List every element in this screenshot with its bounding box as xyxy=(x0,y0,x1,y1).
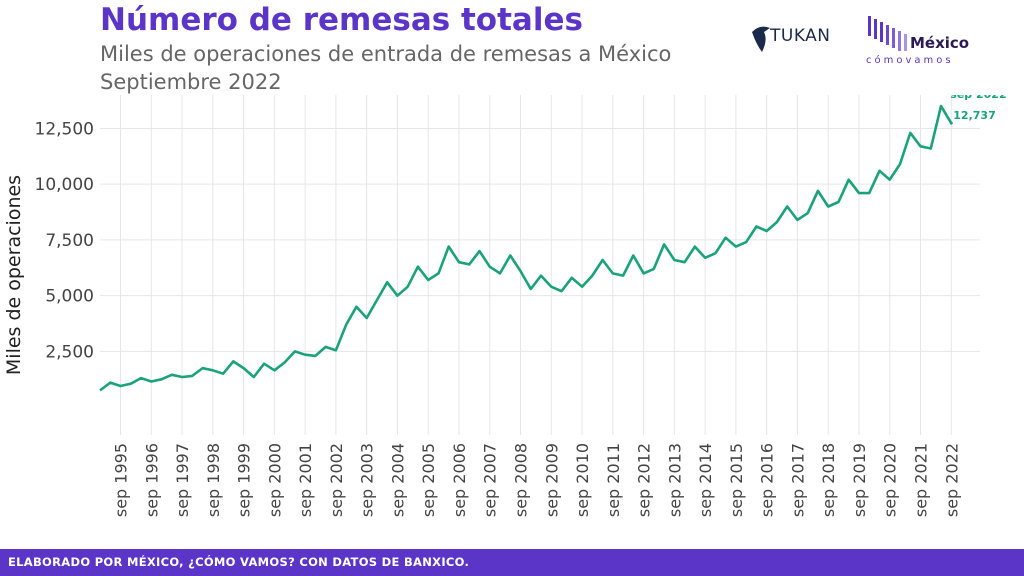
annotation: sep 2022 12,737 xyxy=(949,95,1007,125)
chart-period: Septiembre 2022 xyxy=(100,70,282,94)
y-tick-label: 12,500 xyxy=(35,119,94,139)
y-tick-label: 2,500 xyxy=(45,342,94,362)
x-tick-label: sep 2009 xyxy=(542,443,561,517)
x-tick-label: sep 2012 xyxy=(635,443,654,517)
x-tick-label: sep 2018 xyxy=(819,443,838,517)
x-tick-label: sep 2000 xyxy=(265,443,284,517)
y-axis-ticks: 2,500 5,000 7,500 10,000 12,500 xyxy=(35,119,94,362)
mexico-logo-text: México xyxy=(910,34,970,52)
x-tick-label: sep 2004 xyxy=(388,443,407,517)
x-tick-label: sep 1998 xyxy=(204,443,223,517)
x-tick-label: sep 2006 xyxy=(450,443,469,517)
x-axis-ticks: sep 1995 sep 1996 sep 1997 sep 1998 sep 1999… xyxy=(112,443,962,517)
annotation-date: sep 2022 xyxy=(950,95,1006,101)
x-tick-label: sep 1995 xyxy=(112,443,131,517)
series-line xyxy=(99,104,953,392)
x-tick-label: sep 2008 xyxy=(512,443,531,517)
x-tick-label: sep 2015 xyxy=(727,443,746,517)
y-tick-label: 7,500 xyxy=(45,231,94,251)
footer-bar: ELABORADO POR MÉXICO, ¿CÓMO VAMOS? CON D… xyxy=(0,549,1024,576)
bars-logo-icon xyxy=(868,16,907,51)
x-tick-label: sep 2005 xyxy=(419,443,438,517)
x-tick-label: sep 2011 xyxy=(604,443,623,517)
x-tick-label: sep 2021 xyxy=(912,443,931,517)
x-tick-label: sep 1996 xyxy=(142,443,161,517)
y-tick-label: 5,000 xyxy=(45,287,94,307)
tukan-bird-icon xyxy=(752,26,770,52)
x-tick-label: sep 2013 xyxy=(665,443,684,517)
como-vamos-logo-text: cómovamos xyxy=(866,55,954,66)
x-tick-label: sep 2019 xyxy=(850,443,869,517)
x-tick-label: sep 2003 xyxy=(358,443,377,517)
x-tick-label: sep 2002 xyxy=(327,443,346,517)
x-tick-label: sep 2014 xyxy=(696,443,715,517)
x-tick-label: sep 2010 xyxy=(573,443,592,517)
y-tick-label: 10,000 xyxy=(35,175,94,195)
x-tick-label: sep 1997 xyxy=(173,443,192,517)
x-tick-label: sep 2016 xyxy=(758,443,777,517)
x-tick-label: sep 2020 xyxy=(881,443,900,517)
x-tick-label: sep 2007 xyxy=(481,443,500,517)
x-tick-label: sep 2001 xyxy=(296,443,315,517)
footer-credit: ELABORADO POR MÉXICO, ¿CÓMO VAMOS? CON D… xyxy=(8,555,470,569)
chart-title: Número de remesas totales xyxy=(100,2,583,38)
x-tick-label: sep 2017 xyxy=(788,443,807,517)
tukan-logo-text: TUKAN xyxy=(770,26,831,46)
y-axis-label: Miles de operaciones xyxy=(3,175,25,375)
series xyxy=(99,104,953,392)
x-tick-label: sep 2022 xyxy=(942,443,961,517)
annotation-value: 12,737 xyxy=(953,109,995,122)
grid xyxy=(100,95,980,435)
annotation-point xyxy=(949,121,953,125)
x-tick-label: sep 1999 xyxy=(235,443,254,517)
chart-subtitle: Miles de operaciones de entrada de remes… xyxy=(100,42,672,66)
